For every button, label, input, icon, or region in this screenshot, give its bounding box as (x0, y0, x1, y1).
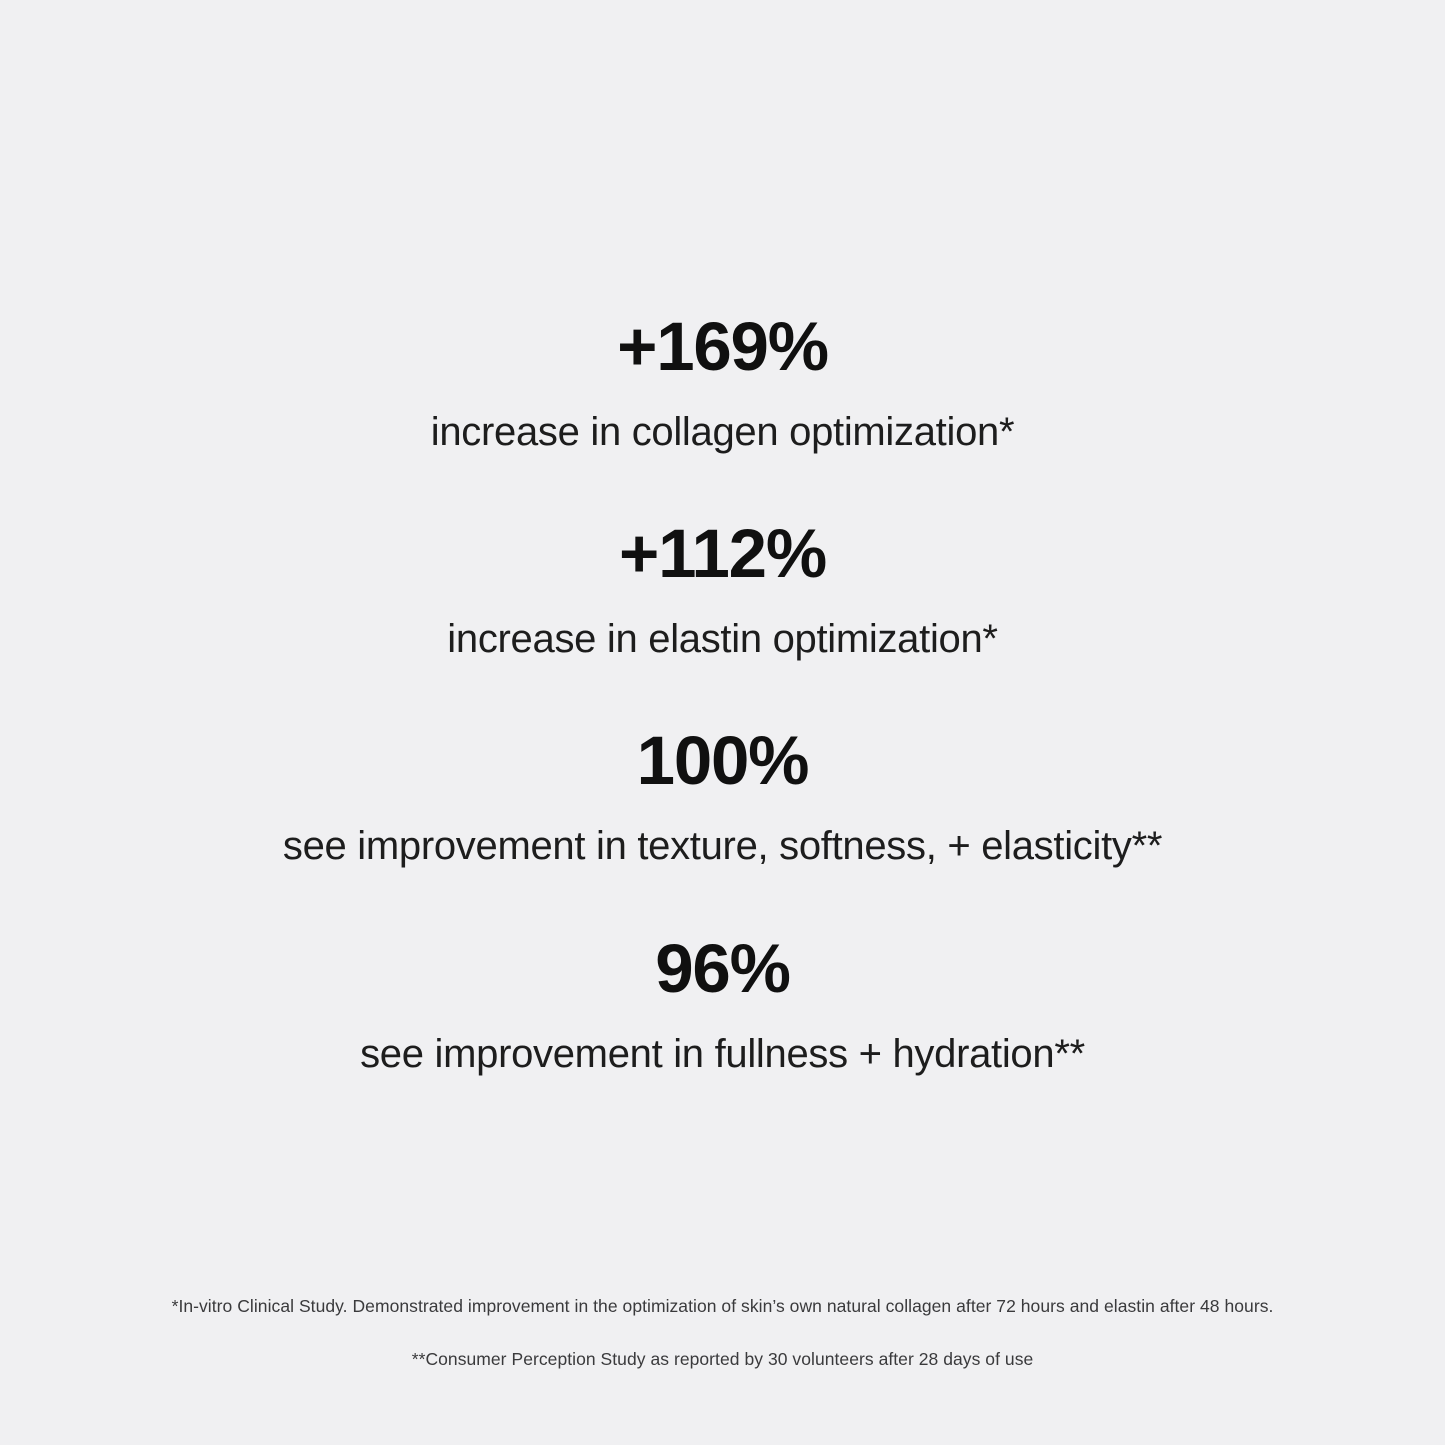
footnote-consumer-perception-study: **Consumer Perception Study as reported … (411, 1348, 1034, 1369)
stats-list: +169% increase in collagen optimization*… (0, 312, 1445, 1076)
stat-caption-texture: see improvement in texture, softness, + … (282, 824, 1163, 869)
stat-caption-collagen: increase in collagen optimization* (430, 410, 1015, 454)
stat-value-fullness: 96% (655, 929, 791, 1007)
stat-caption-elastin: increase in elastin optimization* (447, 617, 998, 662)
stat-caption-fullness: see improvement in fullness + hydration*… (360, 1031, 1085, 1076)
stat-block-texture: 100% see improvement in texture, softnes… (0, 726, 1445, 868)
footnotes: *In-vitro Clinical Study. Demonstrated i… (0, 1295, 1445, 1371)
stat-value-collagen: +169% (617, 308, 829, 385)
stat-block-collagen: +169% increase in collagen optimization* (0, 312, 1445, 454)
stat-value-texture: 100% (636, 722, 810, 800)
footnote-in-vitro-study: *In-vitro Clinical Study. Demonstrated i… (171, 1296, 1274, 1316)
stat-block-fullness: 96% see improvement in fullness + hydrat… (0, 934, 1445, 1076)
stat-block-elastin: +112% increase in elastin optimization* (0, 519, 1445, 661)
stat-value-elastin: +112% (619, 515, 827, 593)
